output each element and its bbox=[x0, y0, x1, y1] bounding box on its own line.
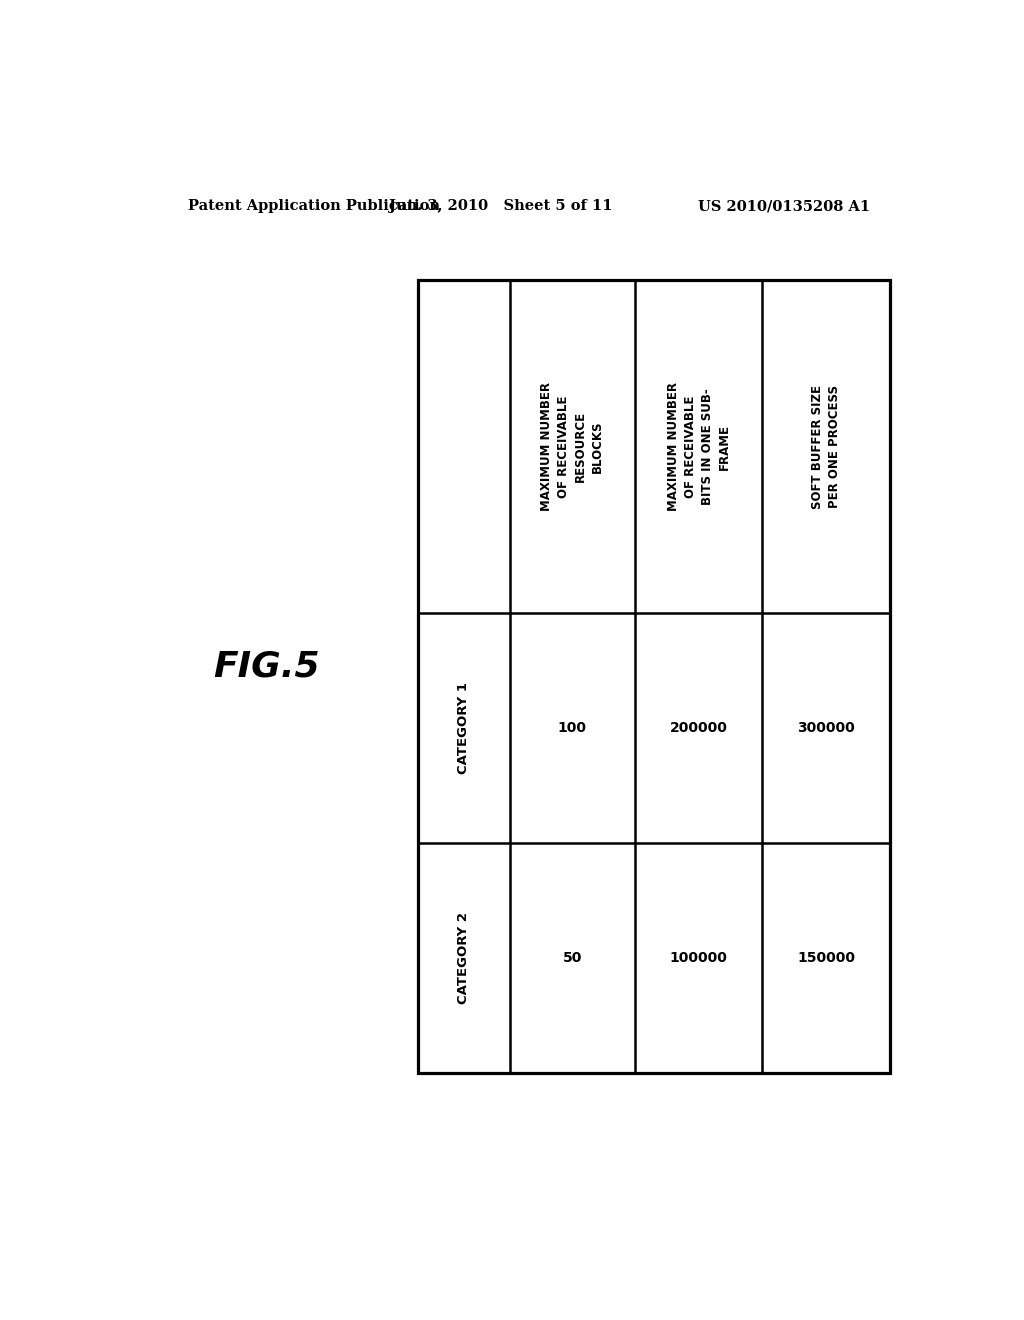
Text: SOFT BUFFER SIZE
PER ONE PROCESS: SOFT BUFFER SIZE PER ONE PROCESS bbox=[811, 385, 841, 508]
Text: CATEGORY 2: CATEGORY 2 bbox=[457, 912, 470, 1005]
Text: Jun. 3, 2010   Sheet 5 of 11: Jun. 3, 2010 Sheet 5 of 11 bbox=[389, 199, 612, 213]
Text: 50: 50 bbox=[562, 952, 582, 965]
Bar bbox=[418, 280, 890, 1073]
Text: FIG.5: FIG.5 bbox=[214, 649, 321, 684]
Text: 100: 100 bbox=[558, 721, 587, 735]
Text: MAXIMUM NUMBER
OF RECEIVABLE
RESOURCE
BLOCKS: MAXIMUM NUMBER OF RECEIVABLE RESOURCE BL… bbox=[541, 383, 604, 511]
Text: US 2010/0135208 A1: US 2010/0135208 A1 bbox=[698, 199, 870, 213]
Text: Patent Application Publication: Patent Application Publication bbox=[187, 199, 439, 213]
Text: 100000: 100000 bbox=[670, 952, 728, 965]
Text: 300000: 300000 bbox=[798, 721, 855, 735]
Text: 150000: 150000 bbox=[797, 952, 855, 965]
Text: CATEGORY 1: CATEGORY 1 bbox=[457, 682, 470, 775]
Text: 200000: 200000 bbox=[670, 721, 728, 735]
Text: MAXIMUM NUMBER
OF RECEIVABLE
BITS IN ONE SUB-
FRAME: MAXIMUM NUMBER OF RECEIVABLE BITS IN ONE… bbox=[667, 383, 730, 511]
